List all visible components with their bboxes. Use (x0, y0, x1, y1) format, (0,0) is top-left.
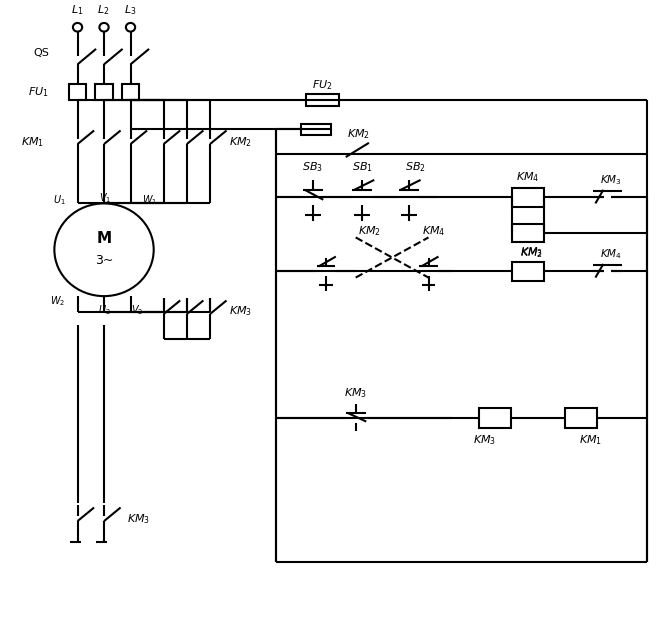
Text: $FU_1$: $FU_1$ (29, 85, 49, 99)
Bar (306, 94, 339, 106)
Text: $KM_3$: $KM_3$ (127, 512, 150, 526)
Circle shape (55, 203, 154, 296)
Text: $KM_2$: $KM_2$ (358, 225, 380, 238)
Bar (69, 84, 86, 100)
Bar (479, 408, 511, 428)
Text: $L_3$: $L_3$ (124, 3, 136, 17)
Bar (95, 84, 112, 100)
Text: $KM_4$: $KM_4$ (600, 247, 622, 261)
Bar (565, 408, 597, 428)
Text: $W_1$: $W_1$ (142, 193, 158, 207)
Text: $KM_3$: $KM_3$ (229, 305, 251, 318)
Text: $FU_2$: $FU_2$ (313, 78, 333, 91)
Text: $V_1$: $V_1$ (99, 192, 112, 205)
Text: M: M (96, 231, 112, 246)
Text: $KM_3$: $KM_3$ (473, 434, 496, 447)
Text: $KM_2$: $KM_2$ (519, 246, 543, 260)
Text: $KM_3$: $KM_3$ (344, 386, 367, 400)
Text: $L_1$: $L_1$ (70, 3, 83, 17)
Bar (512, 224, 544, 243)
Text: $W_2$: $W_2$ (51, 294, 66, 308)
Bar (512, 262, 544, 281)
Text: $KM_2$: $KM_2$ (348, 128, 370, 141)
Text: $V_2$: $V_2$ (130, 303, 143, 317)
Bar (301, 124, 331, 135)
Text: $U_1$: $U_1$ (53, 193, 66, 207)
Text: $KM_1$: $KM_1$ (579, 434, 602, 447)
Bar (512, 188, 544, 207)
Text: QS: QS (33, 49, 49, 58)
Text: $KM_4$: $KM_4$ (422, 225, 446, 238)
Text: $KM_1$: $KM_1$ (21, 135, 45, 149)
Text: 3~: 3~ (95, 254, 113, 267)
Text: $KM_3$: $KM_3$ (600, 173, 622, 187)
Text: $KM_2$: $KM_2$ (229, 135, 251, 149)
Text: $KM_4$: $KM_4$ (516, 170, 539, 184)
Text: $SB_1$: $SB_1$ (352, 160, 373, 174)
Text: $L_2$: $L_2$ (97, 3, 110, 17)
Text: $SB_3$: $SB_3$ (302, 160, 323, 174)
Text: $KM_3$: $KM_3$ (519, 244, 543, 259)
Text: $SB_2$: $SB_2$ (405, 160, 426, 174)
Bar (122, 84, 139, 100)
Text: $U_2$: $U_2$ (98, 303, 110, 317)
